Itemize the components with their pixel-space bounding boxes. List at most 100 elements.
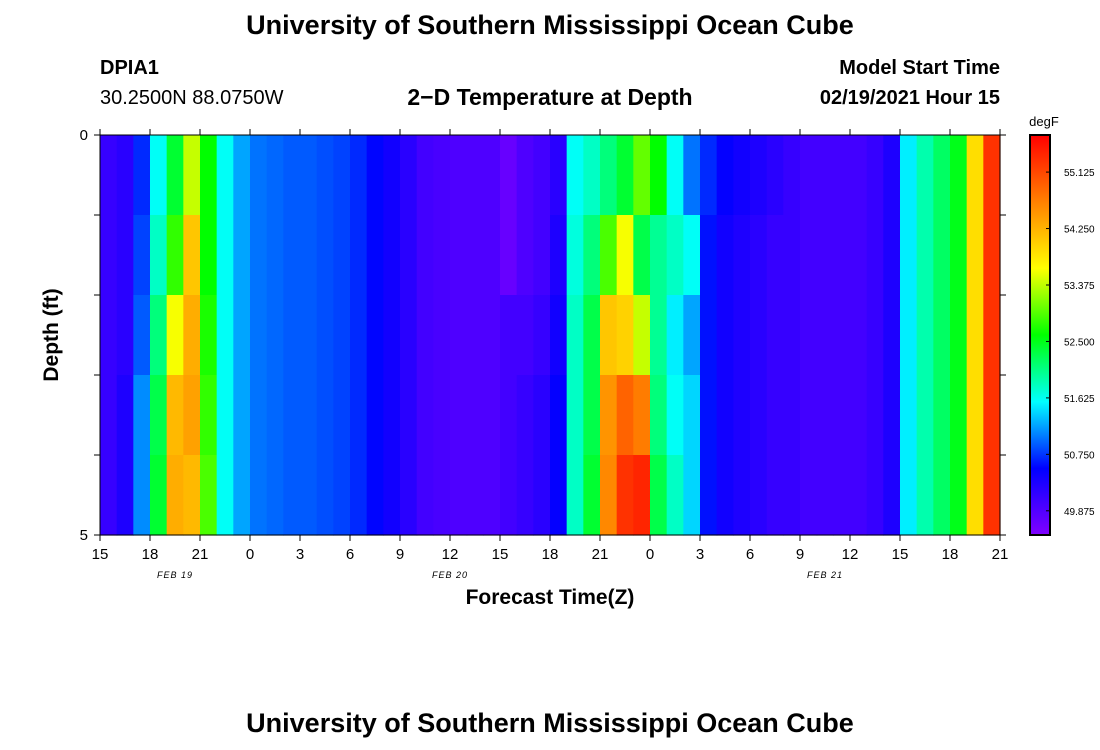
colorbar-tick-label: 54.250	[1064, 225, 1095, 236]
heatmap-cell	[250, 215, 268, 296]
heatmap-cell	[483, 295, 501, 376]
heatmap-cell	[300, 215, 318, 296]
heatmap-cell	[550, 215, 568, 296]
heatmap-cell	[316, 455, 334, 536]
heatmap-cell	[166, 135, 184, 216]
heatmap-cell	[116, 215, 134, 296]
heatmap-cell	[650, 455, 668, 536]
heatmap-cell	[816, 455, 834, 536]
heatmap-cell	[633, 375, 651, 456]
x-tick-label: 15	[492, 546, 509, 563]
heatmap-cell	[766, 375, 784, 456]
heatmap-cell	[750, 295, 768, 376]
heatmap-cell	[866, 455, 884, 536]
heatmap-cell	[133, 455, 151, 536]
x-tick-label: 3	[296, 546, 304, 563]
heatmap-cell	[616, 375, 634, 456]
y-tick-label: 0	[80, 127, 88, 144]
x-tick-label: 3	[696, 546, 704, 563]
heatmap-cell	[366, 455, 384, 536]
heatmap-cell	[816, 375, 834, 456]
x-tick-label: 12	[842, 546, 859, 563]
date-label: FEB 21	[807, 570, 843, 580]
heatmap-cell	[700, 295, 718, 376]
colorbar-unit-label: degF	[1029, 114, 1059, 129]
heatmap-cell	[416, 135, 434, 216]
heatmap-cell	[600, 455, 618, 536]
heatmap-cell	[816, 135, 834, 216]
heatmap-cell	[766, 215, 784, 296]
heatmap-cell	[200, 135, 218, 216]
heatmap-cell	[500, 455, 518, 536]
x-tick-label: 21	[992, 546, 1009, 563]
date-label: FEB 19	[157, 570, 193, 580]
heatmap-cell	[766, 295, 784, 376]
heatmap-cell	[800, 215, 818, 296]
heatmap-cell	[750, 135, 768, 216]
heatmap-cell	[600, 375, 618, 456]
heatmap-cell	[616, 215, 634, 296]
colorbar-gradient	[1029, 134, 1051, 536]
heatmap-cell	[450, 215, 468, 296]
heatmap-cell	[283, 375, 301, 456]
heatmap-cell	[466, 375, 484, 456]
heatmap-cell	[133, 135, 151, 216]
heatmap-cell	[533, 295, 551, 376]
heatmap-cell	[466, 135, 484, 216]
heatmap-cell	[900, 375, 918, 456]
heatmap-cell	[616, 455, 634, 536]
heatmap-cell	[850, 295, 868, 376]
heatmap-cell	[233, 135, 251, 216]
x-tick-label: 9	[796, 546, 804, 563]
heatmap-cell	[583, 135, 601, 216]
heatmap-cell	[433, 215, 451, 296]
heatmap-cell	[233, 215, 251, 296]
heatmap-cell	[116, 295, 134, 376]
heatmap-cell	[633, 455, 651, 536]
heatmap-cell	[600, 215, 618, 296]
heatmap-cell	[233, 375, 251, 456]
heatmap-cell	[150, 375, 168, 456]
heatmap-cell	[883, 455, 901, 536]
heatmap-cell	[216, 295, 234, 376]
heatmap-cell	[600, 295, 618, 376]
heatmap-cell	[116, 135, 134, 216]
heatmap-cell	[266, 455, 284, 536]
heatmap-cell	[816, 295, 834, 376]
heatmap-cell	[216, 455, 234, 536]
heatmap-cell	[850, 455, 868, 536]
heatmap-cell	[516, 295, 534, 376]
heatmap-cell	[616, 135, 634, 216]
heatmap-cell	[450, 375, 468, 456]
heatmap-cell	[316, 215, 334, 296]
heatmap-cell	[516, 215, 534, 296]
heatmap-cell	[300, 295, 318, 376]
heatmap-cell	[366, 215, 384, 296]
heatmap-cell	[183, 135, 201, 216]
heatmap-cell	[950, 135, 968, 216]
heatmap-cell	[700, 455, 718, 536]
heatmap-cell	[183, 295, 201, 376]
date-label: FEB 20	[432, 570, 468, 580]
heatmap-cell	[850, 375, 868, 456]
heatmap-cell	[333, 455, 351, 536]
heatmap-cell	[500, 215, 518, 296]
heatmap-cell	[266, 295, 284, 376]
heatmap-cell	[916, 135, 934, 216]
heatmap-cell	[966, 375, 984, 456]
heatmap-cell	[400, 135, 418, 216]
heatmap-cell	[883, 135, 901, 216]
heatmap-cell	[466, 455, 484, 536]
heatmap-cell	[333, 295, 351, 376]
heatmap-cell	[500, 135, 518, 216]
heatmap-cell	[400, 375, 418, 456]
y-tick-label: 5	[80, 527, 88, 544]
heatmap-cell	[400, 215, 418, 296]
heatmap-cell	[783, 295, 801, 376]
heatmap-cell	[550, 295, 568, 376]
heatmap-cell	[333, 215, 351, 296]
heatmap-cell	[833, 135, 851, 216]
heatmap-cell	[983, 375, 1001, 456]
heatmap-cell	[733, 295, 751, 376]
